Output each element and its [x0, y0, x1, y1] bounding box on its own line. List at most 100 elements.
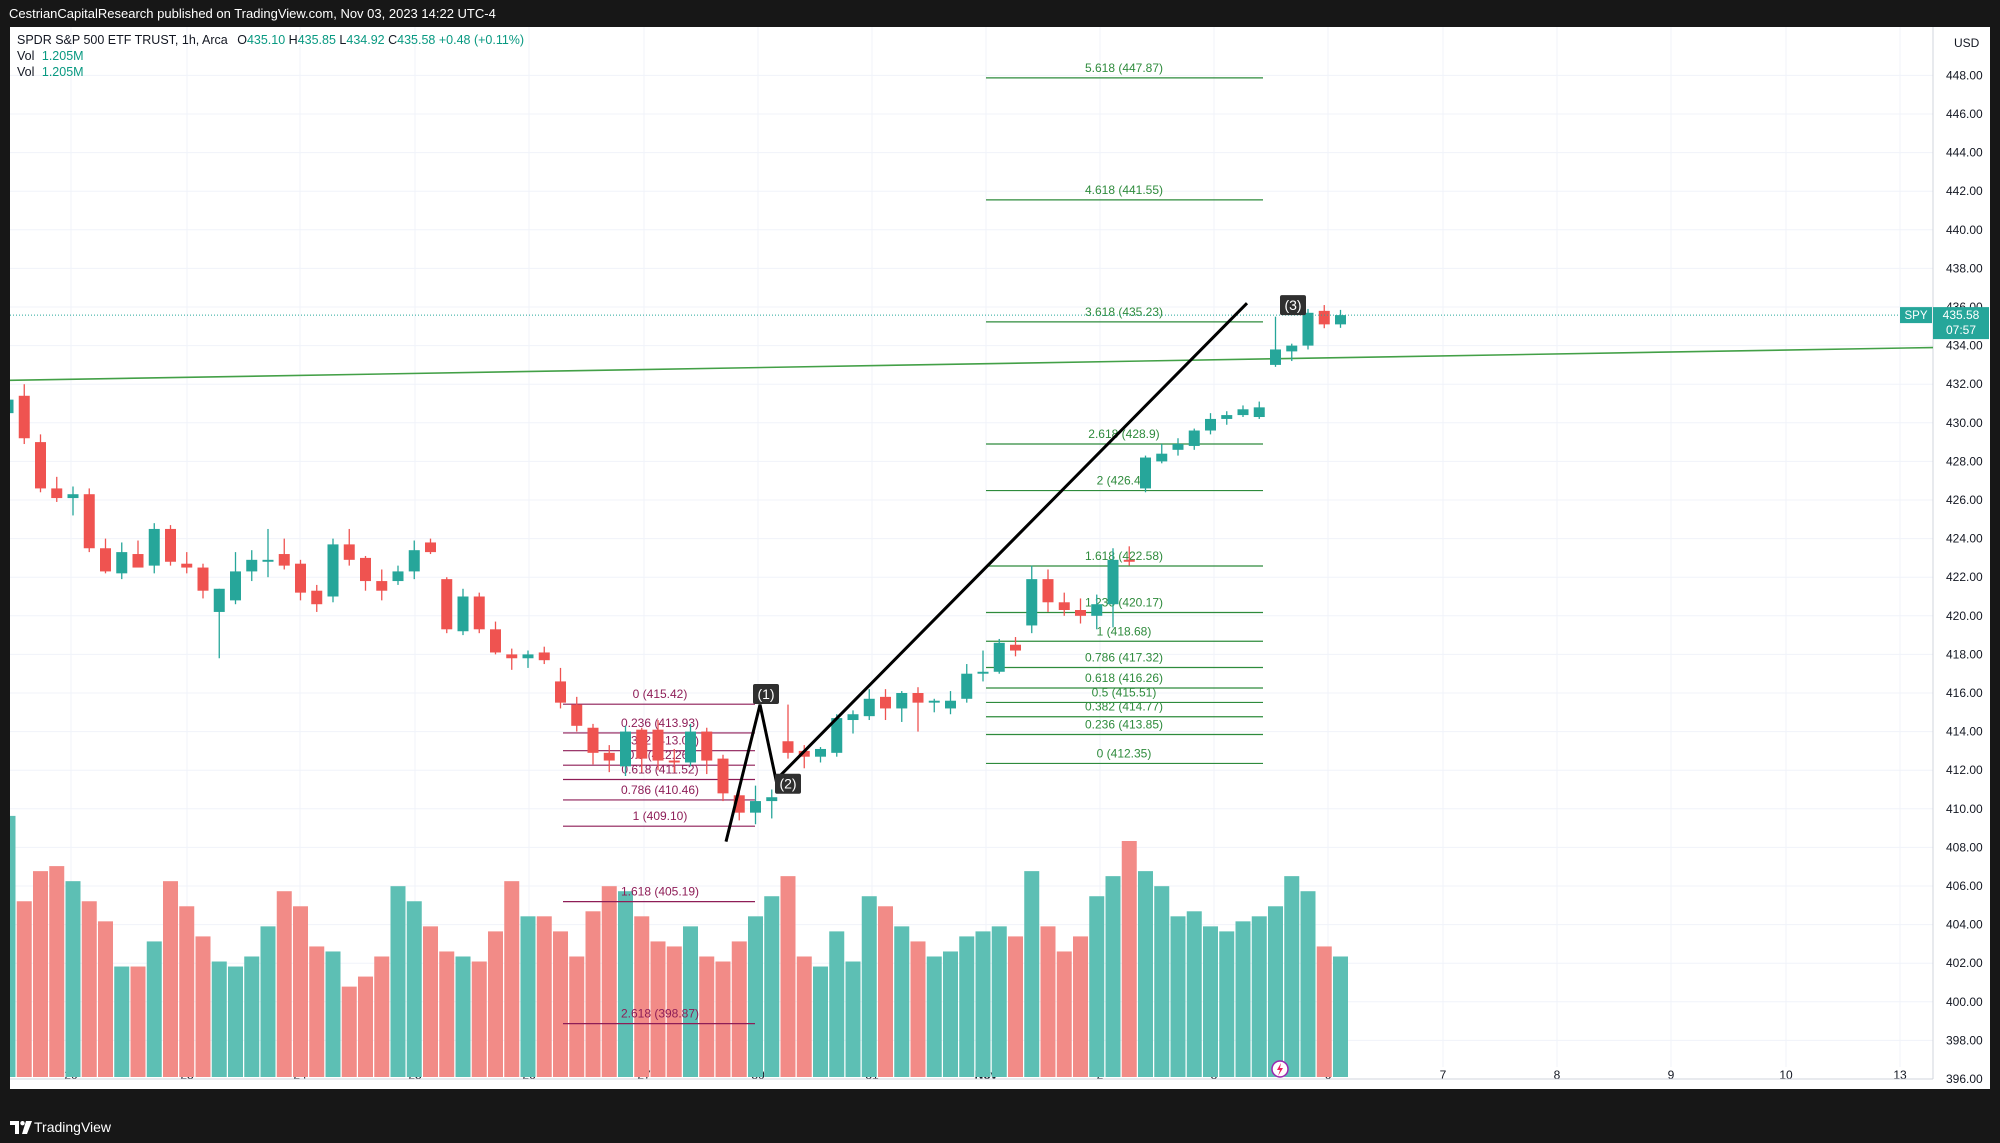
- fib-label-left: 0 (415.42): [633, 687, 688, 701]
- volume-bar: [358, 976, 373, 1077]
- candle-body: [1335, 315, 1346, 325]
- volume-bar: [1235, 921, 1251, 1077]
- chart-legend: SPDR S&P 500 ETF TRUST, 1h, Arca O435.10…: [17, 32, 524, 80]
- volume-bar: [10, 815, 16, 1077]
- fib-label-left: 0.236 (413.93): [621, 716, 699, 730]
- volume-bar: [488, 931, 503, 1077]
- candle-body: [10, 399, 14, 414]
- fib-label-right: 4.618 (441.55): [1085, 183, 1163, 197]
- volume-bar: [1316, 946, 1332, 1077]
- candle-body: [1237, 409, 1249, 416]
- volume-bar: [423, 926, 438, 1077]
- candle-body: [587, 727, 599, 753]
- candle-body: [977, 671, 989, 674]
- volume-bar: [1138, 871, 1153, 1077]
- volume-bar: [163, 881, 178, 1077]
- published-info: CestrianCapitalResearch published on Tra…: [9, 6, 496, 21]
- wave-label-bg: [775, 773, 801, 794]
- symbol-title: SPDR S&P 500 ETF TRUST, 1h, Arca: [17, 33, 228, 47]
- chart-background: [10, 27, 1990, 1089]
- fib-label-right: 1 (418.68): [1097, 624, 1152, 638]
- candle-body: [1286, 345, 1298, 352]
- volume-bar: [878, 906, 893, 1077]
- candle-body: [685, 731, 696, 763]
- volume-bar: [731, 941, 747, 1077]
- y-tick-label: 416.00: [1946, 686, 1983, 700]
- high-value: 435.85: [297, 33, 336, 47]
- fib-label-left: 0.618 (411.52): [621, 762, 698, 776]
- candle-body: [197, 567, 209, 591]
- x-tick-label: 13: [1893, 1068, 1907, 1082]
- candle-body: [1172, 444, 1184, 450]
- volume-bar: [618, 891, 633, 1077]
- y-tick-label: 414.00: [1946, 725, 1983, 739]
- volume-bar: [471, 961, 487, 1077]
- fib-label-right: 1.618 (422.58): [1085, 549, 1163, 563]
- candle-body: [100, 548, 111, 572]
- candle-body: [1091, 604, 1103, 616]
- volume-bar: [536, 916, 552, 1077]
- candle-body: [1156, 453, 1168, 462]
- volume-bar: [926, 956, 942, 1077]
- candle-body: [230, 571, 241, 601]
- candle-body: [116, 552, 128, 574]
- candle-body: [798, 750, 810, 757]
- candle-body: [1107, 559, 1119, 605]
- y-tick-label: 446.00: [1946, 107, 1983, 121]
- currency-label: USD: [1954, 36, 1980, 50]
- candle-body: [831, 718, 843, 753]
- y-tick-label: 418.00: [1946, 647, 1983, 661]
- x-tick-label: 7: [1440, 1068, 1447, 1082]
- candle-body: [311, 590, 323, 605]
- candle-body: [1123, 559, 1135, 562]
- candle-body: [165, 528, 176, 562]
- volume-bar: [293, 906, 308, 1077]
- y-tick-label: 442.00: [1946, 184, 1983, 198]
- candle-body: [1010, 644, 1021, 651]
- y-tick-label: 448.00: [1946, 68, 1983, 82]
- price-chart[interactable]: 396.00 398.00 400.00 402.00 404.00 406.00 408.…: [10, 27, 1990, 1089]
- volume-bar: [1268, 906, 1283, 1077]
- candle-body: [750, 801, 761, 813]
- candle-body: [51, 488, 63, 499]
- volume-bar: [211, 961, 227, 1077]
- chart-area[interactable]: 396.00 398.00 400.00 402.00 404.00 406.00 408.…: [10, 27, 1990, 1089]
- volume-bar: [130, 966, 146, 1077]
- candle-body: [425, 542, 436, 553]
- symbol-tag: SPY: [1904, 310, 1927, 322]
- volume-bar: [195, 936, 211, 1077]
- volume-bar: [943, 951, 958, 1077]
- candle-body: [295, 563, 306, 593]
- y-tick-label: 430.00: [1946, 416, 1983, 430]
- candle-body: [1205, 418, 1216, 431]
- candle-body: [457, 596, 469, 632]
- y-tick-label: 400.00: [1946, 995, 1983, 1009]
- volume-bar: [569, 956, 585, 1077]
- fib-label-right: 0.382 (414.77): [1085, 700, 1163, 714]
- volume-bar: [748, 916, 763, 1077]
- candle-body: [327, 544, 339, 597]
- volume-bar: [179, 906, 195, 1077]
- volume-bar: [1121, 841, 1137, 1077]
- candle-body: [1270, 349, 1281, 365]
- volume-bar: [244, 956, 260, 1077]
- wave-count-line: [724, 302, 1249, 842]
- candle-body: [863, 698, 875, 717]
- candle-body: [392, 571, 404, 582]
- volume-bar: [666, 946, 682, 1077]
- volume-bar: [699, 956, 715, 1077]
- candle-body: [880, 696, 891, 709]
- volume-bar: [98, 921, 113, 1077]
- volume-bar: [1040, 926, 1056, 1077]
- y-tick-label: 404.00: [1946, 918, 1983, 932]
- tradingview-logo-icon: [10, 1121, 32, 1134]
- y-tick-label: 412.00: [1946, 763, 1983, 777]
- candle-body: [1026, 579, 1038, 626]
- y-tick-label: 434.00: [1946, 339, 1983, 353]
- volume-bar: [585, 911, 601, 1077]
- candle-body: [473, 596, 485, 630]
- volume-bar: [1089, 896, 1105, 1077]
- volume-bar: [439, 951, 455, 1077]
- volume-bar: [81, 901, 97, 1077]
